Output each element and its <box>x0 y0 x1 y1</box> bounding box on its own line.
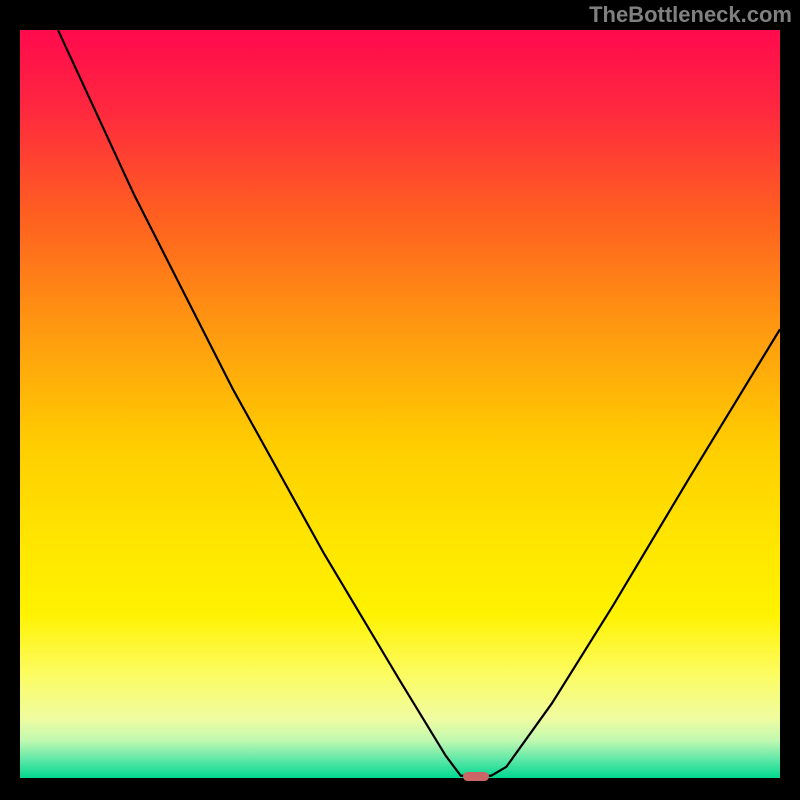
optimal-marker <box>463 772 489 782</box>
watermark-text: TheBottleneck.com <box>589 2 792 28</box>
chart-line <box>20 30 780 778</box>
chart-plot-area <box>20 30 780 778</box>
